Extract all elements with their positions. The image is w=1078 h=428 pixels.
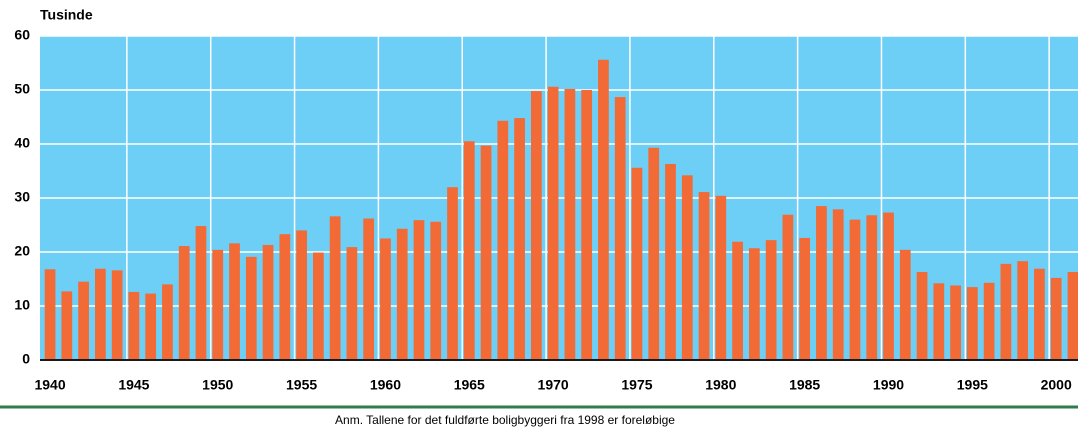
x-tick-label: 1980 bbox=[705, 377, 736, 393]
bar bbox=[715, 195, 727, 360]
x-tick-label: 1955 bbox=[286, 377, 317, 393]
bar bbox=[765, 240, 777, 360]
y-tick-label: 0 bbox=[22, 351, 30, 367]
x-tick-label: 1985 bbox=[789, 377, 820, 393]
bar bbox=[145, 293, 157, 360]
x-tick-label: 1950 bbox=[202, 377, 233, 393]
bar bbox=[748, 248, 760, 360]
bar bbox=[883, 212, 894, 360]
bar bbox=[547, 86, 559, 360]
bar bbox=[816, 206, 827, 360]
bar bbox=[681, 175, 693, 360]
x-tick-label: 1970 bbox=[538, 377, 569, 393]
bar bbox=[966, 287, 978, 360]
bar bbox=[899, 249, 911, 360]
bar bbox=[514, 118, 525, 360]
x-tick-label: 1960 bbox=[370, 377, 401, 393]
bar bbox=[329, 216, 341, 360]
bar bbox=[162, 284, 173, 360]
bar bbox=[866, 215, 878, 360]
bar bbox=[933, 283, 945, 360]
bar bbox=[212, 249, 224, 360]
x-tick-label: 1940 bbox=[34, 377, 65, 393]
bar bbox=[1034, 268, 1045, 360]
bar bbox=[732, 241, 743, 360]
y-tick-label: 60 bbox=[14, 27, 30, 43]
y-tick-label: 30 bbox=[14, 189, 30, 205]
bar bbox=[983, 282, 995, 360]
footnote: Anm. Tallene for det fuldførte boligbygg… bbox=[335, 413, 675, 427]
bar bbox=[1000, 263, 1012, 360]
bar bbox=[916, 271, 928, 360]
x-tick-label: 1975 bbox=[621, 377, 652, 393]
y-tick-label: 20 bbox=[14, 243, 30, 259]
bar bbox=[782, 214, 794, 360]
bar bbox=[665, 163, 676, 360]
bar bbox=[111, 270, 123, 360]
y-tick-label: 10 bbox=[14, 297, 30, 313]
bar bbox=[380, 238, 391, 360]
y-tick-label: 40 bbox=[14, 135, 30, 151]
bar bbox=[44, 269, 56, 360]
bar bbox=[1050, 277, 1062, 360]
bar bbox=[614, 97, 626, 361]
x-tick-label: 2000 bbox=[1041, 377, 1072, 393]
bar bbox=[480, 145, 492, 360]
bar bbox=[229, 243, 240, 360]
bar bbox=[497, 120, 509, 360]
x-tick-label: 1990 bbox=[873, 377, 904, 393]
bar bbox=[128, 291, 140, 360]
bar bbox=[312, 252, 324, 360]
x-tick-label: 1945 bbox=[118, 377, 149, 393]
bar bbox=[832, 209, 844, 360]
bar bbox=[61, 291, 73, 360]
bar bbox=[296, 230, 307, 360]
x-tick-label: 1965 bbox=[454, 377, 485, 393]
bar bbox=[363, 218, 375, 360]
bar bbox=[1067, 271, 1078, 360]
bar bbox=[581, 90, 593, 360]
bar bbox=[346, 247, 358, 360]
bar bbox=[195, 226, 207, 360]
bar bbox=[849, 219, 861, 360]
bar bbox=[950, 285, 961, 360]
bar bbox=[530, 91, 542, 360]
bar bbox=[95, 268, 106, 360]
bar bbox=[564, 88, 576, 361]
y-axis-label: Tusinde bbox=[40, 7, 93, 23]
bar bbox=[463, 141, 475, 360]
bar bbox=[430, 221, 442, 360]
bar bbox=[447, 187, 458, 360]
bar bbox=[178, 246, 190, 360]
bar bbox=[648, 147, 660, 360]
bar bbox=[799, 237, 811, 360]
bar bbox=[262, 244, 274, 360]
bar bbox=[245, 256, 257, 360]
bar bbox=[1017, 261, 1029, 360]
bar bbox=[396, 228, 408, 360]
y-tick-label: 50 bbox=[14, 81, 30, 97]
bar bbox=[279, 234, 291, 360]
bar bbox=[631, 167, 643, 360]
bar bbox=[598, 59, 609, 360]
bar bbox=[78, 281, 89, 360]
bar bbox=[698, 192, 710, 360]
x-tick-label: 1995 bbox=[957, 377, 988, 393]
bar bbox=[413, 220, 425, 360]
